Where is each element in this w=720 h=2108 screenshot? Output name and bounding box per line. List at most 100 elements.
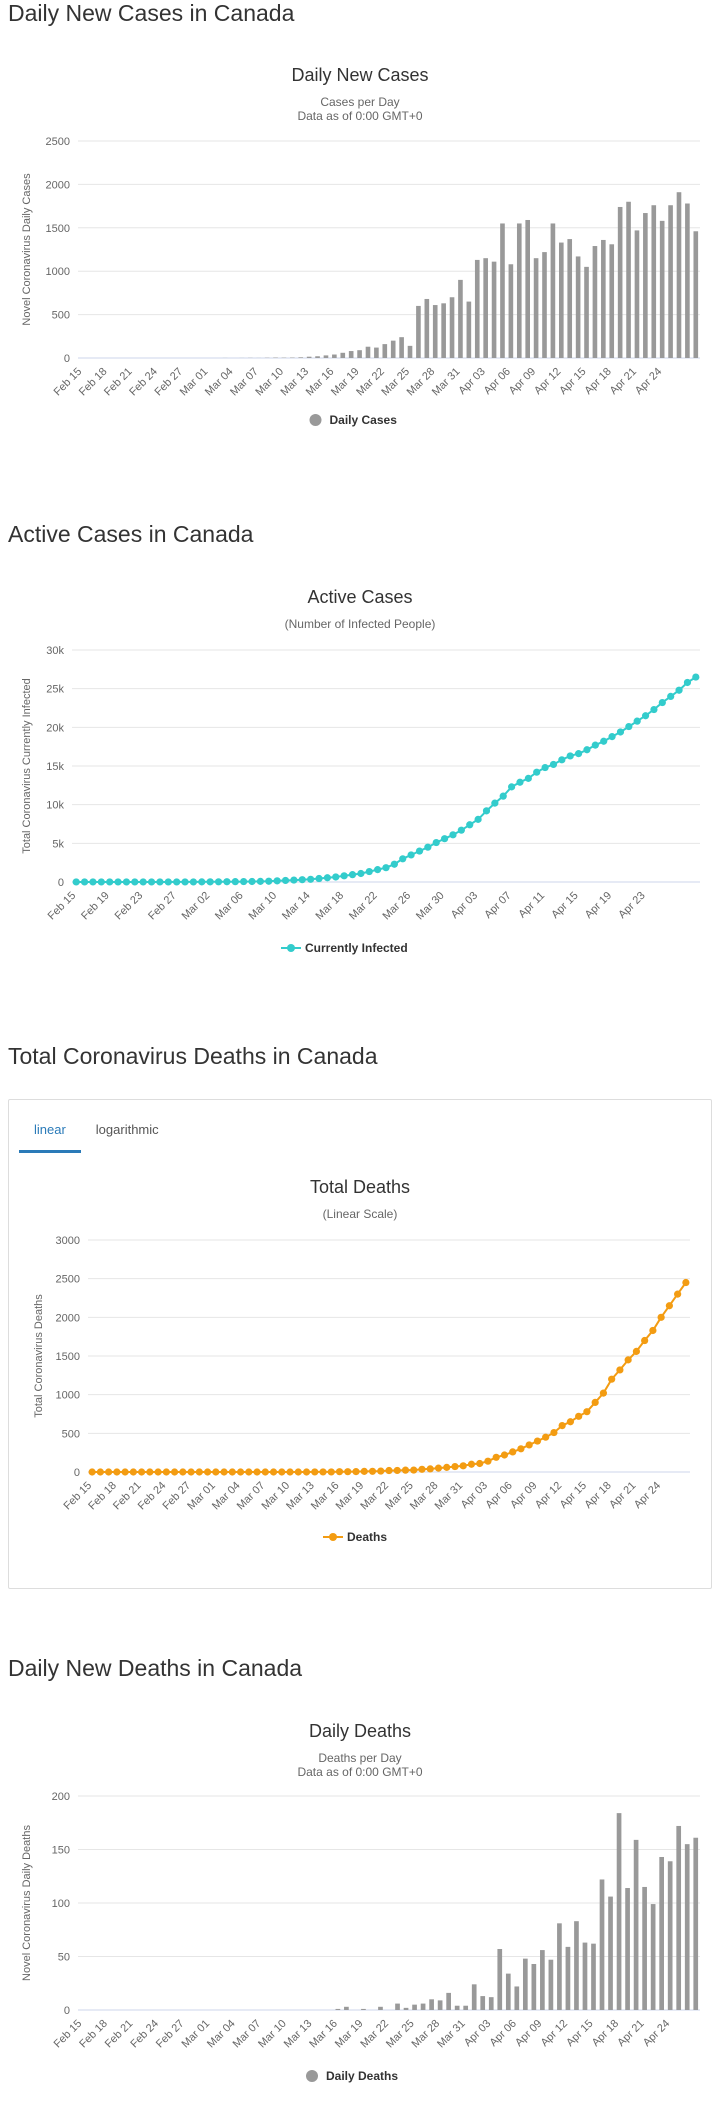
data-point bbox=[443, 1463, 451, 1471]
data-point bbox=[311, 1468, 319, 1476]
data-point bbox=[632, 1347, 640, 1355]
bar bbox=[488, 1997, 494, 2010]
data-point bbox=[625, 722, 633, 731]
bar bbox=[483, 258, 488, 358]
data-point bbox=[377, 1467, 385, 1475]
bar bbox=[575, 256, 581, 358]
x-tick-label: Apr 19 bbox=[583, 890, 614, 921]
bar bbox=[340, 352, 346, 358]
data-point bbox=[583, 1408, 591, 1416]
tab-linear[interactable]: linear bbox=[19, 1110, 81, 1153]
data-point bbox=[674, 1290, 682, 1298]
data-point bbox=[390, 860, 398, 868]
data-point bbox=[624, 1356, 632, 1364]
data-point bbox=[187, 1468, 195, 1476]
bar bbox=[429, 1999, 434, 2010]
y-tick-label: 1500 bbox=[56, 1351, 80, 1363]
x-tick-label: Feb 23 bbox=[113, 890, 146, 923]
data-point bbox=[240, 877, 248, 886]
data-point bbox=[516, 778, 524, 786]
data-point bbox=[164, 878, 172, 886]
data-point bbox=[206, 878, 214, 886]
data-point bbox=[575, 1412, 583, 1420]
x-tick-label: Mar 10 bbox=[247, 890, 280, 923]
data-point bbox=[340, 872, 348, 880]
bar bbox=[601, 239, 606, 358]
data-point bbox=[195, 1468, 203, 1476]
total-deaths-chart-svg: Total Deaths (Linear Scale) 0 500 1000 1500 20… bbox=[33, 1177, 690, 1544]
data-point bbox=[181, 878, 189, 886]
bar bbox=[625, 1888, 630, 2010]
data-point bbox=[261, 1468, 269, 1476]
data-point bbox=[302, 1468, 311, 1476]
data-point bbox=[357, 869, 365, 878]
data-point bbox=[335, 1468, 344, 1476]
y-tick-label: 2000 bbox=[56, 1312, 80, 1324]
data-point bbox=[298, 876, 306, 884]
y-tick-label: 30k bbox=[46, 645, 64, 657]
section-title-daily-cases: Daily New Cases in Canada bbox=[8, 0, 295, 26]
data-point bbox=[139, 878, 147, 886]
x-tick-label: Apr 03 bbox=[459, 1480, 490, 1511]
x-tick-label: Apr 15 bbox=[557, 366, 588, 397]
y-tick-label: 0 bbox=[74, 1467, 80, 1479]
y-tick-label: 20k bbox=[46, 722, 64, 734]
bar bbox=[659, 220, 665, 358]
bar bbox=[348, 351, 354, 358]
y-tick-label: 50 bbox=[58, 1952, 70, 1964]
data-point bbox=[509, 1448, 517, 1456]
data-point bbox=[307, 875, 315, 883]
bar bbox=[608, 1896, 613, 2010]
data-point bbox=[649, 1326, 657, 1335]
x-tick-label: Mar 14 bbox=[280, 890, 313, 923]
x-tick-label: Apr 12 bbox=[533, 1480, 564, 1511]
x-tick-label: Apr 24 bbox=[641, 2018, 672, 2049]
bar bbox=[599, 1879, 605, 2010]
bar bbox=[633, 1839, 639, 2010]
data-point bbox=[319, 1468, 327, 1476]
bar bbox=[659, 1856, 665, 2010]
tab-logarithmic[interactable]: logarithmic bbox=[95, 1122, 159, 1137]
x-tick-label: Apr 06 bbox=[482, 366, 513, 397]
data-point bbox=[451, 1462, 459, 1471]
bar bbox=[574, 1921, 579, 2010]
y-axis-label: Novel Coronavirus Daily Cases bbox=[21, 173, 33, 326]
data-point bbox=[122, 878, 131, 886]
chart-subtitle: (Linear Scale) bbox=[323, 1207, 398, 1221]
y-axis-label: Novel Coronavirus Daily Deaths bbox=[21, 1825, 33, 1981]
bar bbox=[522, 1958, 528, 2010]
x-tick-label: Mar 31 bbox=[433, 1480, 466, 1513]
data-point bbox=[449, 831, 457, 839]
bar bbox=[584, 266, 589, 358]
data-point bbox=[236, 1468, 245, 1476]
data-point bbox=[256, 877, 264, 885]
x-tick-label: Apr 24 bbox=[633, 366, 664, 397]
legend-symbol bbox=[287, 944, 295, 952]
y-tick-label: 15k bbox=[46, 761, 64, 773]
bar bbox=[693, 231, 699, 358]
bar bbox=[463, 2005, 469, 2010]
bar bbox=[365, 346, 371, 358]
y-tick-label: 500 bbox=[62, 1428, 80, 1440]
data-point bbox=[542, 1433, 550, 1441]
bar bbox=[332, 354, 337, 358]
bar bbox=[399, 337, 404, 358]
bar bbox=[382, 344, 388, 358]
bar bbox=[693, 1837, 699, 2010]
data-point bbox=[105, 1468, 113, 1476]
data-point bbox=[173, 878, 181, 886]
y-tick-label: 2500 bbox=[56, 1274, 80, 1286]
data-point bbox=[231, 878, 239, 886]
data-point bbox=[382, 864, 390, 872]
data-point bbox=[156, 878, 164, 886]
chart-title: Total Deaths bbox=[310, 1177, 410, 1197]
chart-title: Daily Deaths bbox=[309, 1721, 411, 1741]
daily-cases-chart: Daily New Cases Cases per Day Data as of 0… bbox=[0, 48, 720, 448]
y-tick-label: 1000 bbox=[46, 266, 70, 278]
data-point bbox=[533, 1437, 542, 1445]
data-point bbox=[657, 1313, 665, 1321]
data-point bbox=[72, 878, 80, 886]
data-point bbox=[97, 878, 105, 886]
